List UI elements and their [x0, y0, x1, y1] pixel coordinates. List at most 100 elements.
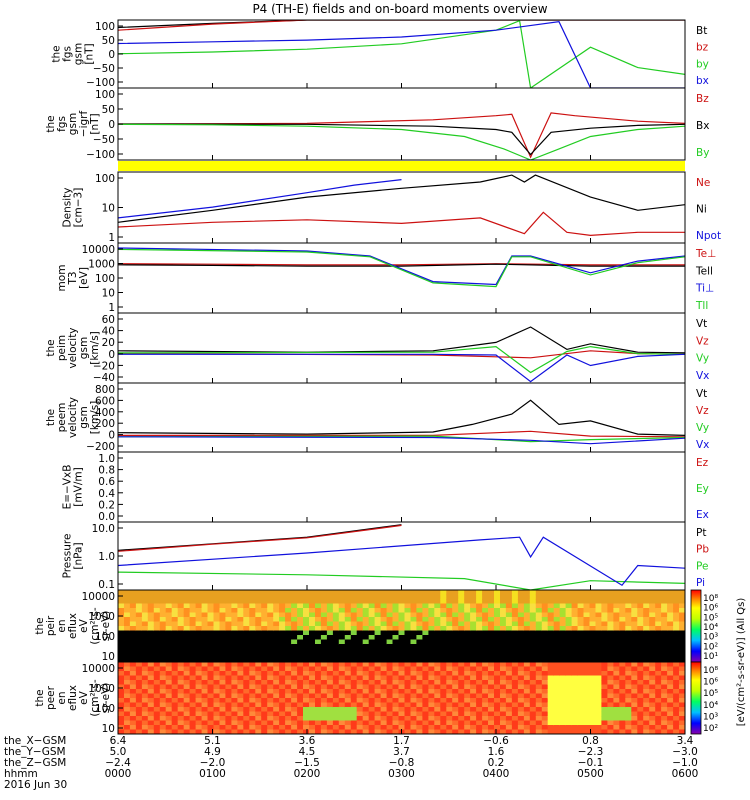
- legend-density-0: Ne: [696, 177, 710, 189]
- plot-title: P4 (TH-E) fields and on-board moments ov…: [252, 2, 547, 16]
- density-frame: [117, 171, 686, 244]
- xaxis-value-2-5: −0.1: [578, 757, 604, 769]
- ylabel-line-mom_temp-2: [eV]: [78, 267, 90, 289]
- xaxis-value-1-3: 3.7: [393, 746, 410, 758]
- ylabel-peir_spec: the peir en eflux eV (cm²-s-sr-eV): [34, 607, 112, 645]
- ytick-label-peer_spec-0: 10000: [82, 663, 115, 675]
- colorbar-tick-upper-3: 10⁴: [703, 623, 718, 633]
- series-density-0: [118, 211, 685, 237]
- colorbar-tick-lower-5: 10²: [703, 724, 718, 734]
- ylabel-peim_velocity: the peim velocity gsm [km/s]: [45, 327, 101, 368]
- ylabel-line-e_field-1: [mV/m]: [73, 467, 85, 506]
- legend-peim_velocity-3: Vx: [696, 370, 709, 382]
- ytick-label-e_field-2: 0.6: [98, 476, 115, 488]
- ylabel-line-e_field-0: E=−VxB: [62, 465, 74, 510]
- series-mom_temp-2: [118, 247, 685, 286]
- ytick-label-peem_velocity-0: 800: [95, 384, 115, 396]
- ytick-label-peim_velocity-2: 20: [102, 337, 115, 349]
- ytick-label-pressure-0: 10.0: [92, 523, 115, 535]
- colorbar-tick-lower-0: 10⁸: [703, 666, 718, 676]
- xaxis-value-1-6: −3.0: [672, 746, 698, 758]
- series-density-2: [118, 179, 402, 219]
- legend-peem_velocity-2: Vy: [696, 422, 709, 434]
- series-fgs_gsm-2: [118, 20, 685, 88]
- ylabel-fgs_gsm: the fgs gsm [nT]: [51, 43, 96, 65]
- colorbar-tick-lower-1: 10⁶: [703, 678, 718, 688]
- ylabel-line-peer_spec-3: eflux: [67, 685, 79, 711]
- ylabel-e_field: E=−VxB [mV/m]: [62, 465, 85, 510]
- legend-peim_velocity-0: Vt: [696, 318, 707, 330]
- ytick-label-pressure-2: 0.1: [98, 579, 115, 591]
- legend-density-2: Npot: [696, 230, 721, 242]
- ylabel-line-peir_spec-1: peir: [45, 615, 57, 636]
- xaxis-value-2-6: −1.0: [672, 757, 698, 769]
- series-pressure-3: [118, 536, 685, 586]
- ytick-label-peem_velocity-5: −200: [86, 441, 115, 453]
- series-peem_velocity-3: [118, 436, 685, 445]
- ylabel-line-mom_temp-0: mom: [56, 265, 68, 292]
- ylabel-line-peem_velocity-2: velocity: [67, 397, 79, 438]
- peem_velocity-frame: [117, 382, 686, 453]
- ylabel-line-fgs_gsm-1: fgs: [62, 46, 74, 62]
- legend-peem_velocity-0: Vt: [696, 388, 707, 400]
- ytick-label-peim_velocity-1: 40: [102, 326, 115, 338]
- ylabel-line-fgs_gsm_dip-2: gsm: [67, 113, 79, 135]
- ylabel-line-fgs_gsm_dip-0: the: [45, 115, 57, 132]
- legend-mom_temp-3: Tll: [695, 300, 708, 312]
- legend-peim_velocity-2: Vy: [696, 353, 709, 365]
- ytick-label-peem_velocity-3: 200: [95, 418, 115, 430]
- ytick-label-mom_temp-4: 1: [108, 302, 115, 314]
- ylabel-mom_temp: mom T3 [eV]: [56, 265, 90, 292]
- fgs_gsm_dip-series: [118, 112, 685, 160]
- ytick-label-fgs_gsm_dip-1: 50: [102, 104, 115, 116]
- colorbar-tick-lower-2: 10⁵: [703, 689, 718, 699]
- legend-mom_temp-0: Te⊥: [695, 248, 716, 260]
- panel-peir_spec: 10000 1000 100 10 the peir en eflux eV (cm²-s-sr-…: [34, 589, 686, 663]
- ytick-label-peer_spec-3: 10: [102, 723, 115, 735]
- legend-mom_temp-1: Tell: [695, 265, 713, 277]
- ylabel-line-density-0: Density: [62, 188, 74, 228]
- ytick-label-fgs_gsm_dip-2: 0: [108, 119, 115, 131]
- xaxis-value-2-3: −0.8: [389, 757, 415, 769]
- legend-pressure-1: Pb: [696, 544, 709, 556]
- ytick-label-mom_temp-3: 10: [102, 288, 115, 300]
- ytick-label-peir_spec-2: 100: [95, 631, 115, 643]
- series-fgs_gsm-1: [118, 20, 685, 31]
- ylabel-line-peer_spec-5: (cm²-s-: [89, 679, 101, 717]
- xaxis-value-1-1: 4.9: [204, 746, 221, 758]
- legend-e_field-2: Ex: [696, 509, 709, 521]
- xaxis-value-1-2: 4.5: [299, 746, 316, 758]
- ytick-label-peir_spec-3: 10: [102, 651, 115, 663]
- colorbar-lower: [690, 661, 702, 735]
- ylabel-line-peim_velocity-0: the: [45, 339, 57, 356]
- xaxis-value-0-6: 3.4: [677, 735, 694, 747]
- ytick-label-density-1: 10: [102, 203, 115, 215]
- ylabel-line-density-1: [cm−3]: [73, 188, 85, 228]
- peer_spec-cells: [118, 662, 685, 734]
- ylabel-line-fgs_gsm-2: gsm: [73, 43, 85, 65]
- ytick-label-peir_spec-0: 10000: [82, 591, 115, 603]
- colorbar-tick-upper-5: 10²: [703, 642, 718, 652]
- legend-pressure-3: Pi: [696, 577, 705, 589]
- ytick-label-mom_temp-1: 1000: [88, 259, 115, 271]
- fgs_gsm-frame: [117, 19, 686, 89]
- colorbar-tick-upper-2: 10⁵: [703, 613, 718, 623]
- legend-density-1: Ni: [696, 204, 707, 216]
- xaxis-value-0-1: 5.1: [204, 735, 221, 747]
- xaxis-value-2-2: −1.5: [294, 757, 320, 769]
- x-axis-labels: the_X−GSM 6.4 5.1 3.6 1.7 −0.6 0.8 3.4 the_Y−GSM…: [4, 735, 698, 791]
- xaxis-row-label-0: the_X−GSM: [4, 735, 66, 747]
- e_field-frame: [117, 451, 686, 523]
- colorbar-tick-upper-1: 10⁶: [703, 604, 718, 614]
- panel-mom_temp: 10000 1000 100 10 1 mom T3 [eV] Te⊥ Tell Ti⊥ Tll: [56, 242, 716, 314]
- ylabel-line-peem_velocity-1: peem: [56, 403, 68, 433]
- ylabel-line-peir_spec-4: eV: [78, 618, 90, 632]
- panel-e_field: 1.00.80.60.40.20.0 E=−VxB [mV/m] Ez Ey Ex: [62, 451, 709, 523]
- legend-pressure-2: Pe: [696, 560, 708, 572]
- ytick-label-fgs_gsm-4: −100: [86, 77, 115, 89]
- ylabel-line-fgs_gsm_dip-1: fgs: [56, 116, 68, 132]
- series-peim_velocity-0: [118, 326, 685, 354]
- series-peem_velocity-2: [118, 435, 685, 443]
